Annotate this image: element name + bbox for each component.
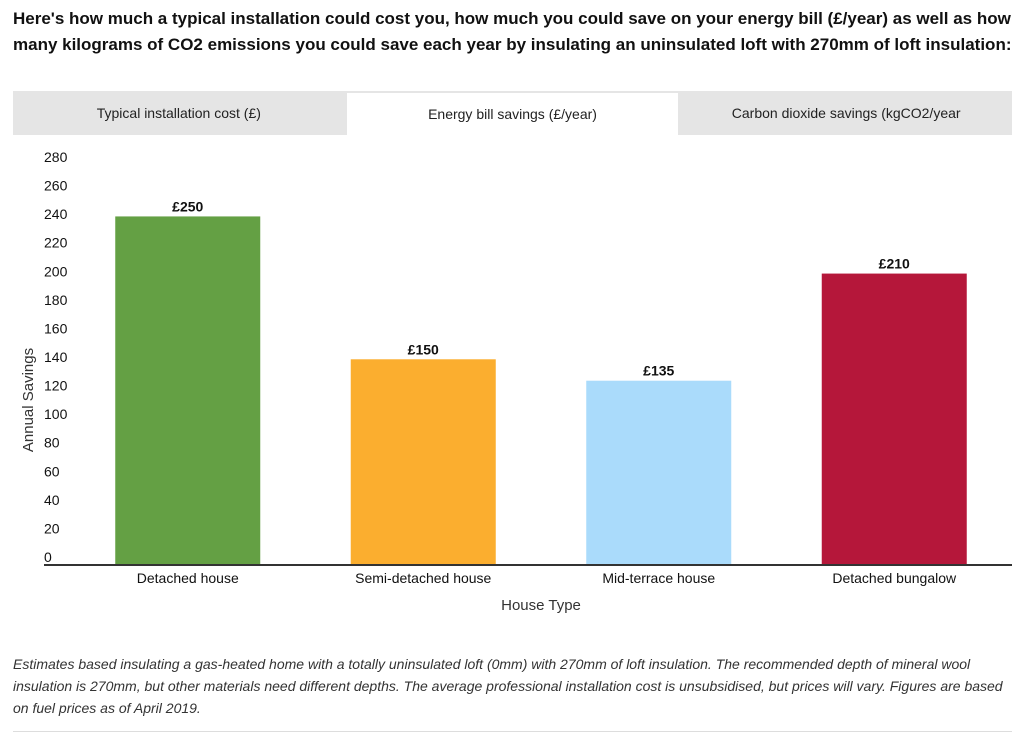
footnote: Estimates based insulating a gas-heated …	[13, 656, 1003, 716]
category-label: Mid-terrace house	[602, 570, 715, 586]
tab-energy-bill-savings[interactable]: Energy bill savings (£/year)	[346, 93, 679, 135]
bar-detached-bungalow[interactable]	[821, 273, 967, 565]
y-axis-ticks: 0 20 40 60 80 100 120 140 160 180 200 220 240 260 280	[44, 149, 68, 565]
y-tick-label: 100	[44, 406, 68, 422]
y-tick-label: 40	[44, 492, 60, 508]
bar-data-label: £135	[643, 363, 674, 379]
bar-data-label: £150	[408, 341, 439, 357]
x-axis-title: House Type	[501, 597, 581, 614]
bar-data-label: £250	[172, 198, 203, 214]
y-tick-label: 140	[44, 349, 68, 365]
bar-data-label: £210	[879, 256, 910, 272]
y-tick-label: 280	[44, 149, 68, 165]
y-tick-label: 200	[44, 263, 68, 279]
category-labels: Detached house Semi-detached house Mid-ter…	[137, 570, 957, 586]
y-tick-label: 60	[44, 463, 60, 479]
category-label: Detached bungalow	[832, 570, 957, 586]
y-tick-label: 240	[44, 206, 68, 222]
y-tick-label: 180	[44, 292, 68, 308]
intro-text: Here's how much a typical installation c…	[13, 9, 1012, 54]
y-tick-label: 20	[44, 520, 60, 536]
y-tick-label: 160	[44, 320, 68, 336]
bar-chart: 020406080100120140160180200220240260280 …	[20, 149, 1012, 614]
tab-carbon-dioxide-savings[interactable]: Carbon dioxide savings (kgCO2/year	[731, 105, 961, 121]
bar-detached-house[interactable]	[115, 216, 261, 565]
bar-mid-terrace-house[interactable]	[586, 380, 732, 565]
bars: £250 £150 £135 £210	[115, 198, 967, 565]
y-tick-label: 260	[44, 178, 68, 194]
y-tick-label: 0	[44, 549, 52, 565]
tab-bar: Typical installation cost (£) Energy bil…	[13, 91, 1012, 135]
bar-semi-detached-house[interactable]	[350, 359, 496, 565]
category-label: Detached house	[137, 570, 239, 586]
category-label: Semi-detached house	[355, 570, 491, 586]
tab-installation-cost[interactable]: Typical installation cost (£)	[96, 105, 261, 121]
y-axis-title: Annual Savings	[20, 348, 37, 452]
y-tick-label: 80	[44, 435, 60, 451]
divider	[13, 731, 1012, 732]
y-tick-label: 120	[44, 378, 68, 394]
y-tick-label: 220	[44, 235, 68, 251]
